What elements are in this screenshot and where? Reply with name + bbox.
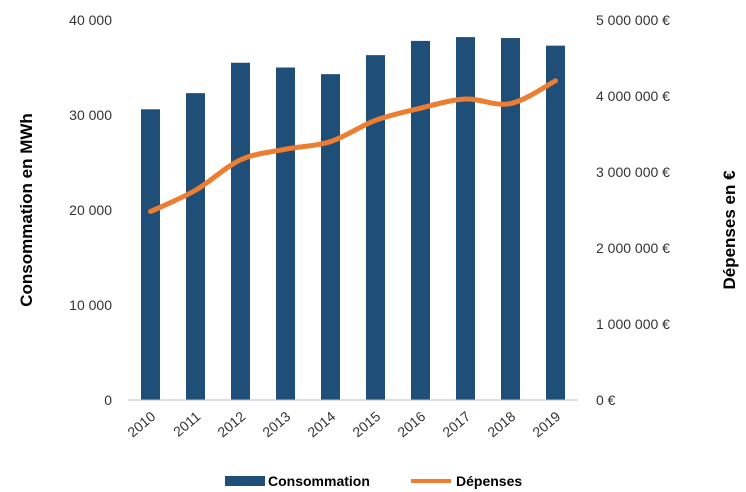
line-point <box>285 148 286 150</box>
bar <box>546 45 565 401</box>
bar <box>456 37 475 400</box>
y2-axis-title: Dépenses en € <box>720 170 739 290</box>
line-point <box>510 103 511 105</box>
line-point <box>375 119 376 121</box>
line-point <box>465 98 466 100</box>
bar <box>231 62 250 400</box>
line-point <box>150 211 151 213</box>
legend: Consommation Dépenses <box>225 473 522 489</box>
line-point <box>240 159 241 161</box>
y-tick-label: 0 <box>104 392 112 408</box>
x-tick-label: 2011 <box>170 408 204 440</box>
x-tick-label: 2010 <box>124 408 158 440</box>
bar <box>276 67 295 400</box>
legend-label-depenses: Dépenses <box>456 473 522 489</box>
x-axis-ticks: 2010 2011 2012 2013 2014 2015 2016 2017 2018 2019 <box>124 408 563 440</box>
bar <box>141 109 160 401</box>
x-tick-label: 2013 <box>259 408 293 440</box>
x-tick-label: 2018 <box>484 408 518 440</box>
y2-tick-label: 0 € <box>596 392 616 408</box>
line-point <box>420 107 421 109</box>
y2-tick-label: 5 000 000 € <box>596 12 670 28</box>
bar <box>186 93 205 401</box>
y2-tick-label: 4 000 000 € <box>596 88 670 104</box>
bar-series <box>141 37 565 401</box>
x-tick-label: 2017 <box>439 408 473 440</box>
line-point <box>195 189 196 191</box>
line-point <box>330 141 331 143</box>
x-tick-label: 2012 <box>214 408 248 440</box>
line-depenses <box>148 78 558 215</box>
y-tick-label: 30 000 <box>69 107 112 123</box>
y2-tick-label: 1 000 000 € <box>596 316 670 332</box>
x-tick-label: 2019 <box>529 408 563 440</box>
y-axis-title: Consommation en MWh <box>17 113 36 307</box>
y-tick-label: 40 000 <box>69 12 112 28</box>
y2-tick-label: 3 000 000 € <box>596 164 670 180</box>
x-tick-label: 2015 <box>349 408 383 440</box>
bar <box>321 74 340 401</box>
left-axis-ticks: 0 10 000 20 000 30 000 40 000 <box>69 12 112 408</box>
bar <box>366 55 385 401</box>
y2-tick-label: 2 000 000 € <box>596 240 670 256</box>
x-tick-label: 2016 <box>394 408 428 440</box>
line-point <box>555 80 556 82</box>
y-tick-label: 20 000 <box>69 202 112 218</box>
line-series <box>148 78 558 215</box>
bar <box>501 38 520 401</box>
y-tick-label: 10 000 <box>69 297 112 313</box>
x-tick-label: 2014 <box>304 408 338 440</box>
legend-label-consommation: Consommation <box>268 473 370 489</box>
right-axis-ticks: 0 € 1 000 000 € 2 000 000 € 3 000 000 € 4 00… <box>596 12 670 408</box>
bar <box>411 40 430 401</box>
legend-swatch-consommation <box>225 476 265 486</box>
